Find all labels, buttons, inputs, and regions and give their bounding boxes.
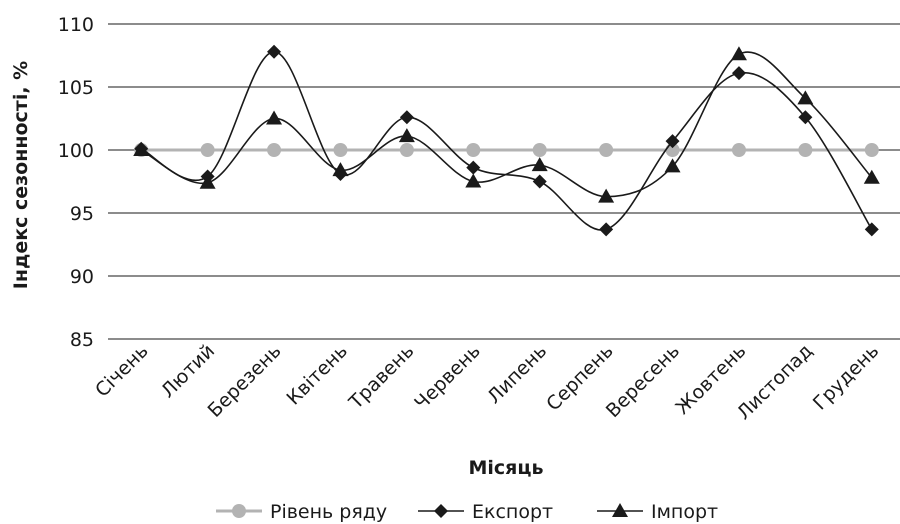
data-point [598, 188, 615, 203]
data-point [664, 158, 681, 173]
legend-item: Експорт [418, 501, 553, 523]
gridlines [108, 23, 900, 340]
y-tick-label: 95 [70, 203, 94, 225]
series-1 [134, 143, 879, 157]
y-axis-title: Індекс сезонності, % [10, 61, 32, 289]
x-tick-label: Лютий [157, 340, 219, 402]
x-tick-label: Грудень [809, 340, 883, 414]
data-point [466, 160, 481, 175]
y-tick-label: 110 [58, 14, 94, 36]
data-point [399, 110, 414, 125]
legend-label: Експорт [472, 501, 553, 523]
legend-label: Імпорт [651, 501, 718, 523]
y-tick-labels: 85 90 95 100 105 110 [58, 14, 94, 351]
data-point [599, 143, 614, 157]
data-point [863, 169, 880, 184]
data-point [531, 157, 548, 172]
y-tick-label: 85 [70, 329, 94, 351]
legend-item: Імпорт [597, 501, 718, 523]
data-point [731, 66, 746, 81]
legend-swatch-marker [612, 503, 628, 517]
series-2 [134, 44, 879, 237]
data-point [665, 134, 680, 149]
series-line [140, 51, 873, 198]
series-line [140, 50, 873, 231]
x-tick-label: Травень [344, 340, 418, 414]
data-point [599, 222, 614, 237]
data-point [267, 143, 282, 157]
x-tick-labels: Січень ЛютийБерезеньКвітеньТравеньЧервень… [91, 340, 883, 424]
data-point [864, 143, 879, 157]
data-point [466, 143, 481, 157]
legend-swatch-marker [232, 504, 246, 518]
y-tick-label: 105 [58, 77, 94, 99]
legend-label: Рівень ряду [270, 501, 387, 523]
data-point [267, 44, 282, 59]
data-point [730, 46, 747, 61]
y-tick-label: 90 [70, 266, 94, 288]
data-point [133, 142, 150, 156]
x-tick-label: Березень [204, 340, 286, 422]
data-point [200, 143, 215, 157]
x-axis-title: Місяць [469, 457, 544, 479]
data-point [798, 143, 813, 157]
data-point [731, 143, 746, 157]
data-point [333, 143, 348, 157]
data-point [798, 110, 813, 125]
data-point [532, 174, 547, 189]
series-group [133, 44, 880, 237]
x-tick-label: Січень [91, 340, 153, 402]
x-tick-label: Квітень [282, 340, 352, 410]
data-point [532, 143, 547, 157]
data-point [266, 110, 283, 125]
data-point [864, 222, 879, 237]
data-point [797, 90, 814, 105]
legend-item: Рівень ряду [216, 501, 387, 523]
data-point [398, 128, 415, 143]
data-point [332, 162, 349, 177]
data-point [199, 174, 216, 189]
x-tick-label: Червень [410, 340, 484, 414]
data-point [465, 173, 482, 188]
x-tick-label: Липень [483, 340, 551, 408]
series-3 [133, 46, 880, 203]
legend: Рівень ряду Експорт Імпорт [216, 501, 718, 523]
y-tick-label: 100 [58, 140, 94, 162]
data-point [399, 143, 414, 157]
legend-swatch-marker [434, 504, 448, 518]
